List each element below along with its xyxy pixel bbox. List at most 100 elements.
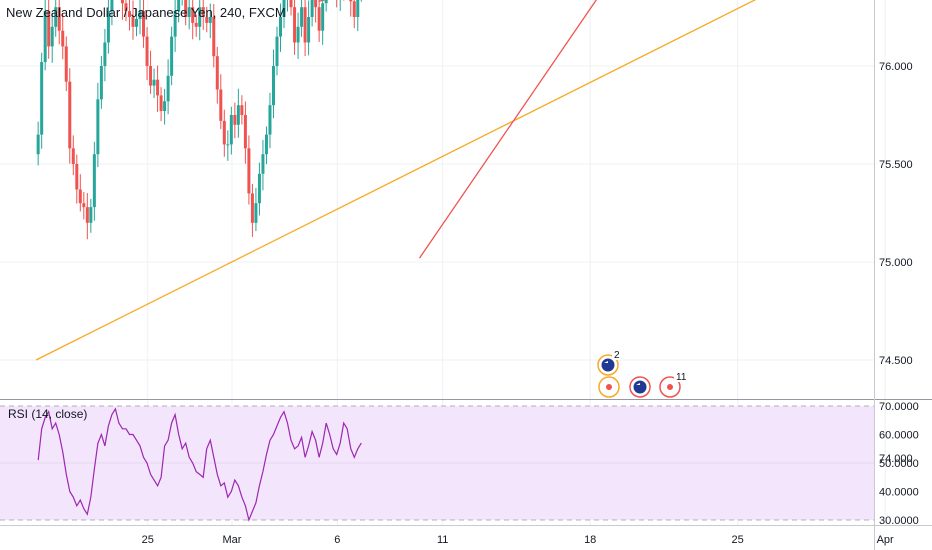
candle-body (222, 120, 226, 145)
candle (71, 135, 75, 176)
candle (124, 0, 128, 22)
candle (152, 68, 156, 98)
event-badge (612, 349, 621, 360)
candle (310, 0, 314, 27)
candle (222, 109, 226, 157)
candle (142, 0, 146, 48)
candle (360, 0, 362, 2)
candle-body (78, 189, 82, 204)
candle-body (310, 0, 314, 17)
candle (85, 193, 89, 240)
candle-body (356, 0, 360, 18)
candle (226, 130, 230, 161)
trendline-4 (418, 0, 598, 259)
candle (191, 0, 195, 40)
candle (138, 0, 142, 35)
event-count-label: 11 (676, 372, 687, 383)
flag-detail (636, 383, 640, 385)
candle-body (103, 42, 107, 66)
candle (317, 0, 321, 42)
candle (40, 52, 44, 149)
candle-body (314, 0, 318, 8)
candle-body (61, 30, 65, 47)
candle-body (149, 66, 153, 86)
candle-body (145, 36, 149, 66)
candle-body (89, 207, 93, 223)
candle (264, 126, 268, 165)
candle-body (243, 115, 247, 149)
y-tick-label: 75.000 (879, 257, 913, 269)
candle (236, 88, 240, 138)
candle-body (303, 7, 307, 43)
candle-body (296, 26, 300, 43)
x-tick-label: Mar (223, 534, 242, 546)
candle-body (208, 17, 212, 23)
candle (156, 65, 160, 112)
candle (243, 101, 247, 164)
event-marker[interactable]: 2 (597, 349, 621, 376)
candle (261, 140, 265, 191)
candle-body (317, 7, 321, 31)
candle (135, 8, 139, 37)
candle-body (142, 11, 146, 37)
candle (282, 0, 286, 29)
event-marker[interactable]: 11 (659, 371, 689, 398)
candle (257, 162, 261, 216)
candle-body (349, 0, 353, 2)
candle (205, 7, 209, 33)
candle (96, 82, 100, 168)
candle-body (275, 36, 279, 66)
candle-body (96, 99, 100, 155)
candle (293, 0, 297, 55)
candle-body (240, 105, 244, 115)
candle (250, 183, 254, 237)
event-marker[interactable] (598, 376, 620, 398)
candle (349, 0, 353, 17)
candle-body (226, 144, 230, 146)
candle-body (184, 0, 188, 17)
candle (336, 0, 338, 8)
candle (289, 0, 293, 16)
candle (212, 4, 216, 68)
candle (159, 87, 163, 122)
candle (149, 50, 153, 94)
candle (300, 0, 304, 37)
candle-body (219, 89, 223, 121)
candle-body (191, 7, 195, 23)
candle-body (64, 46, 68, 82)
candle-body (170, 36, 174, 76)
candle (47, 0, 51, 59)
y-tick-label: 75.500 (879, 159, 913, 171)
candle (68, 68, 72, 164)
candle-body (57, 7, 61, 31)
candle-body (254, 203, 258, 223)
candle-body (307, 17, 311, 43)
candle (187, 0, 191, 30)
candle (120, 0, 124, 20)
x-tick-label: 18 (584, 534, 596, 546)
event-marker[interactable] (629, 376, 651, 398)
candle (50, 12, 54, 63)
candle (110, 0, 114, 26)
x-tick-label: Apr (877, 534, 894, 546)
rsi-tick-label: 60.0000 (879, 430, 919, 442)
candle-body (92, 154, 96, 208)
candle-body (43, 11, 47, 63)
candle-body (233, 115, 237, 125)
candle (268, 92, 272, 149)
event-badge (674, 371, 689, 382)
candle-body (300, 7, 304, 27)
candle-body (215, 56, 219, 90)
candle-body (159, 95, 163, 112)
candle-body (110, 0, 114, 12)
candle-body (282, 0, 286, 18)
candle-body (163, 101, 167, 112)
chart-title: New Zealand Dollar / Japanese Yen, 240, … (6, 5, 286, 20)
rsi-panel-title: RSI (14, close) (8, 407, 88, 421)
candle (247, 135, 251, 205)
candle (343, 0, 345, 1)
x-tick-label: 25 (142, 534, 154, 546)
candle (64, 36, 68, 92)
